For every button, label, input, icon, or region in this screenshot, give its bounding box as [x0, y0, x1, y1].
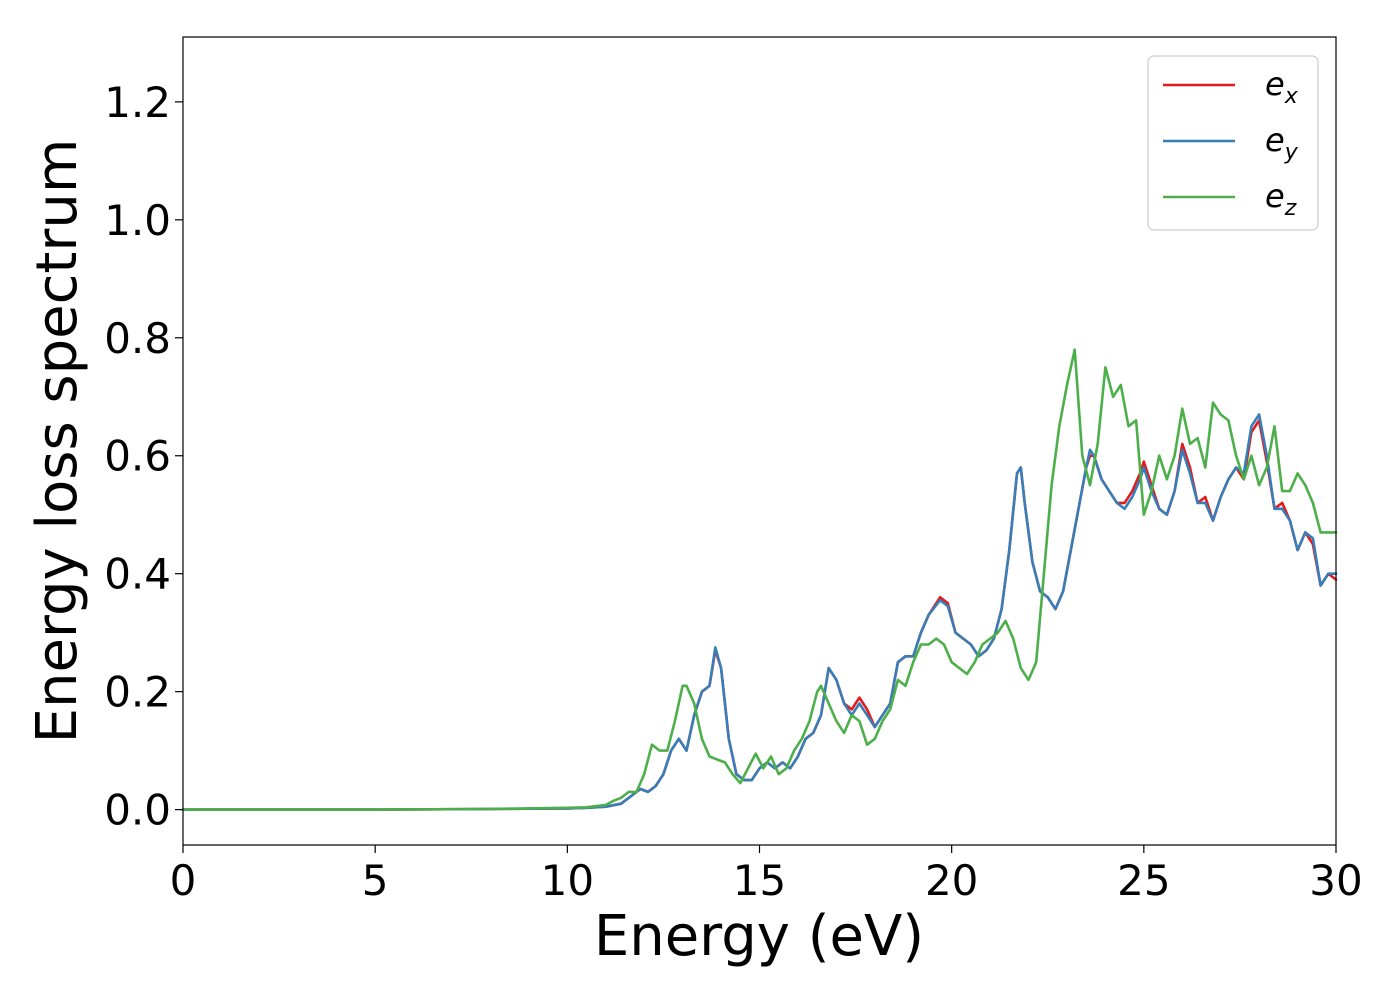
y-tick-label: 0.0: [104, 786, 171, 835]
y-axis: 0.0 0.2 0.4 0.6 0.8 1.0 1.2: [104, 78, 183, 835]
legend-box: [1147, 55, 1319, 231]
y-tick-label: 0.8: [104, 314, 171, 363]
x-tick-label: 20: [925, 856, 978, 905]
y-axis-label: Energy loss spectrum: [25, 139, 90, 744]
x-tick-label: 10: [541, 856, 594, 905]
y-tick-label: 1.2: [104, 78, 171, 127]
legend-label-0: ex: [1265, 65, 1299, 109]
y-tick-label: 1.0: [104, 196, 171, 245]
x-axis: 0 5 10 15 20 25 30: [170, 845, 1363, 905]
series-line-1: [181, 413, 1338, 811]
x-tick-label: 15: [733, 856, 786, 905]
plot-area: [181, 348, 1338, 811]
legend-label-2: ez: [1265, 177, 1297, 221]
y-tick-label: 0.4: [104, 550, 171, 599]
y-tick-label: 0.2: [104, 668, 171, 717]
series-line-2: [181, 348, 1338, 811]
y-tick-label: 0.6: [104, 432, 171, 481]
series-line-0: [181, 419, 1338, 811]
x-tick-label: 30: [1309, 856, 1362, 905]
legend-label-1: ey: [1265, 121, 1299, 165]
x-tick-label: 25: [1117, 856, 1170, 905]
x-tick-label: 5: [362, 856, 389, 905]
legend: ex ey ez: [1147, 55, 1319, 231]
x-tick-label: 0: [170, 856, 197, 905]
x-axis-label: Energy (eV): [594, 904, 924, 969]
